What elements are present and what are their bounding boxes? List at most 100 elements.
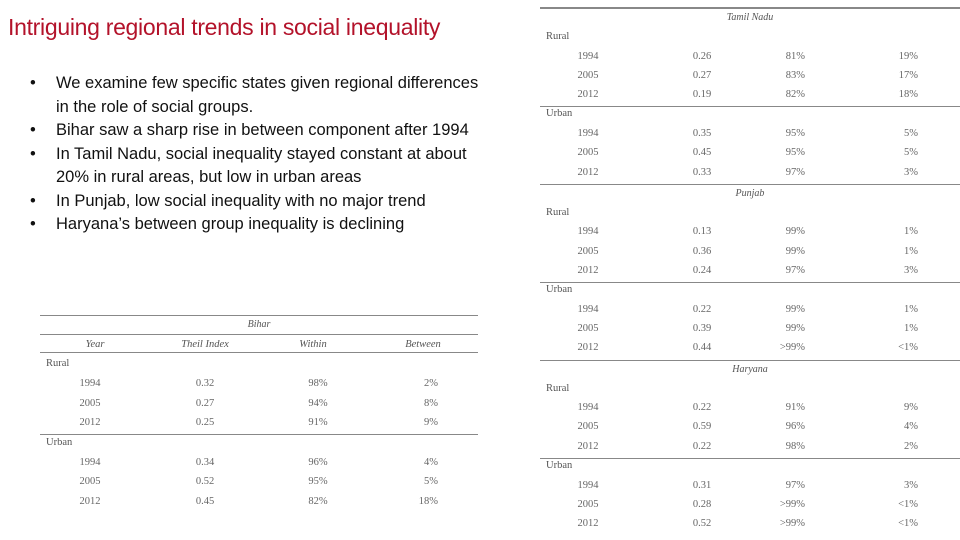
table-cell: 2012 xyxy=(79,495,101,507)
table-cell: 4% xyxy=(424,456,438,468)
table-rule xyxy=(40,334,478,335)
table-cell: 95% xyxy=(785,147,805,159)
table-cell: 2012 xyxy=(79,417,101,428)
table-cell: 2012 xyxy=(577,264,599,276)
table-cell: 94% xyxy=(308,397,328,409)
table-cell: 1% xyxy=(904,245,918,257)
table-cell: >99% xyxy=(779,342,805,354)
table-cell: 97% xyxy=(785,479,805,491)
states-table: Tamil Nadu Rural 1994 0.26 81% 19% 2005 0.27 83%… xyxy=(540,7,960,532)
table-cell: 2% xyxy=(424,378,438,389)
table-cell: 96% xyxy=(308,456,328,468)
bullet-item: • Bihar saw a sharp rise in between compo… xyxy=(30,119,495,143)
table-cell: 0.36 xyxy=(692,245,712,257)
table-cell: 2% xyxy=(904,440,918,452)
table-cell: 0.24 xyxy=(692,264,712,276)
bullet-icon: • xyxy=(30,121,36,139)
bullet-item: • Haryana’s between group inequality is d… xyxy=(30,213,495,237)
table-cell: 2005 xyxy=(577,147,599,159)
table-cell: 99% xyxy=(785,323,805,334)
table-cell: 97% xyxy=(785,166,805,178)
table-cell: 18% xyxy=(418,495,438,507)
table-cell: 95% xyxy=(308,476,328,487)
bullet-item: • We examine few specific states given re… xyxy=(30,72,495,119)
table-cell: 0.31 xyxy=(692,479,712,491)
table-cell: 91% xyxy=(308,417,328,428)
table-rule xyxy=(540,7,960,9)
bullet-item: • In Tamil Nadu, social inequality stayed… xyxy=(30,143,495,190)
group-label: Urban xyxy=(546,108,573,120)
table-cell: <1% xyxy=(898,518,918,530)
table-cell: 0.19 xyxy=(692,89,712,101)
table-cell: 1994 xyxy=(577,50,599,62)
table-cell: 2005 xyxy=(577,245,599,257)
table-cell: 2012 xyxy=(577,440,599,452)
bullet-text: Haryana’s between group inequality is de… xyxy=(56,215,405,233)
group-label: Rural xyxy=(546,382,570,394)
table-cell: 9% xyxy=(424,417,438,428)
table-cell: 2012 xyxy=(577,518,599,530)
table-cell: 2012 xyxy=(577,166,599,178)
table-cell: 9% xyxy=(904,402,918,414)
bullet-list: • We examine few specific states given re… xyxy=(30,72,495,237)
table-cell: 8% xyxy=(424,397,438,409)
table-cell: 0.22 xyxy=(692,303,712,315)
column-header: Within xyxy=(299,339,327,350)
group-label: Rural xyxy=(546,206,570,218)
table-cell: 0.34 xyxy=(195,456,215,468)
bihar-table: Bihar Year Theil Index Within Between Rural 19… xyxy=(40,315,478,510)
table-rule xyxy=(540,183,960,186)
table-cell: 2005 xyxy=(577,69,599,81)
bullet-text: Bihar saw a sharp rise in between compon… xyxy=(56,121,469,139)
table-cell: 2005 xyxy=(577,323,599,334)
table-cell: 0.13 xyxy=(692,226,712,238)
group-label: Rural xyxy=(546,31,570,42)
bullet-icon: • xyxy=(30,191,36,210)
table-cell: 0.22 xyxy=(692,402,712,414)
table-cell: 0.39 xyxy=(692,323,712,334)
table-cell: 82% xyxy=(308,495,328,507)
column-header: Between xyxy=(405,339,441,350)
table-cell: 0.22 xyxy=(692,440,712,452)
table-caption: Tamil Nadu xyxy=(726,12,774,23)
table-rule xyxy=(540,282,960,284)
table-cell: 91% xyxy=(785,402,805,414)
table-cell: 95% xyxy=(785,127,805,139)
group-label: Urban xyxy=(46,436,73,448)
table-cell: 2005 xyxy=(577,498,599,510)
bullet-icon: • xyxy=(30,215,36,233)
table-cell: 0.45 xyxy=(692,147,712,159)
table-cell: 1994 xyxy=(577,479,599,491)
bullet-icon: • xyxy=(30,144,36,163)
table-cell: 0.35 xyxy=(692,127,712,139)
column-header: Year xyxy=(85,339,105,350)
table-cell: 82% xyxy=(785,89,805,101)
table-cell: 96% xyxy=(785,421,805,433)
table-cell: 2005 xyxy=(79,476,101,487)
table-cell: <1% xyxy=(898,342,918,354)
table-cell: 98% xyxy=(785,440,805,452)
table-cell: 0.32 xyxy=(195,378,215,389)
table-cell: >99% xyxy=(779,498,805,510)
table-cell: 18% xyxy=(898,89,918,101)
table-cell: 1994 xyxy=(577,226,599,238)
table-cell: 0.52 xyxy=(692,518,712,530)
table-cell: 3% xyxy=(904,264,918,276)
table-cell: 1994 xyxy=(577,402,599,414)
table-cell: 0.33 xyxy=(692,166,712,178)
table-cell: 1994 xyxy=(577,127,599,139)
table-rule xyxy=(540,106,960,108)
table-cell: <1% xyxy=(898,498,918,510)
table-cell: 5% xyxy=(904,147,918,159)
table-cell: 2005 xyxy=(79,397,101,409)
table-cell: 1994 xyxy=(79,456,101,468)
table-rule xyxy=(40,352,478,353)
slide-title: Intriguing regional trends in social ine… xyxy=(8,14,441,40)
table-cell: 98% xyxy=(308,378,328,389)
table-cell: 0.45 xyxy=(195,495,215,507)
bullet-icon: • xyxy=(30,74,36,92)
table-rule xyxy=(540,359,960,362)
table-cell: 1% xyxy=(904,226,918,238)
table-cell: 19% xyxy=(898,50,918,62)
table-cell: 0.27 xyxy=(195,397,215,409)
